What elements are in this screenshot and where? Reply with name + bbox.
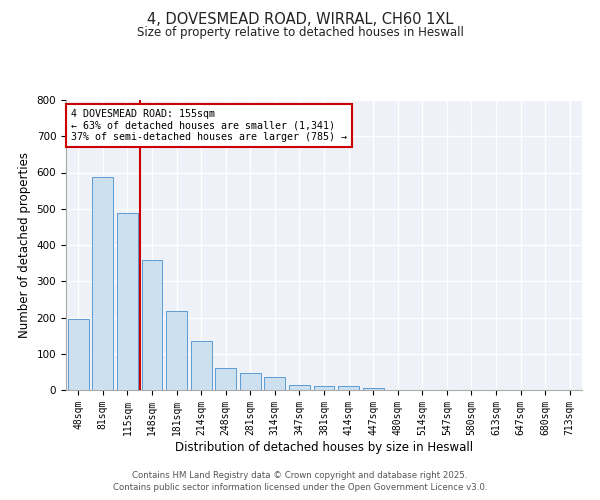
Bar [166,311,187,390]
Bar [289,384,310,390]
Text: Contains HM Land Registry data © Crown copyright and database right 2025.
Contai: Contains HM Land Registry data © Crown c… [113,471,487,492]
Text: 4, DOVESMEAD ROAD, WIRRAL, CH60 1XL: 4, DOVESMEAD ROAD, WIRRAL, CH60 1XL [147,12,453,28]
Bar [215,368,236,390]
Bar [191,341,212,390]
X-axis label: Distribution of detached houses by size in Heswall: Distribution of detached houses by size … [175,440,473,454]
Bar [92,177,113,390]
Text: Size of property relative to detached houses in Heswall: Size of property relative to detached ho… [137,26,463,39]
Bar [265,378,286,390]
Bar [362,388,383,390]
Y-axis label: Number of detached properties: Number of detached properties [18,152,31,338]
Text: 4 DOVESMEAD ROAD: 155sqm
← 63% of detached houses are smaller (1,341)
37% of sem: 4 DOVESMEAD ROAD: 155sqm ← 63% of detach… [71,108,347,142]
Bar [68,318,89,390]
Bar [117,214,138,390]
Bar [142,260,163,390]
Bar [240,373,261,390]
Bar [338,386,359,390]
Bar [314,386,334,390]
